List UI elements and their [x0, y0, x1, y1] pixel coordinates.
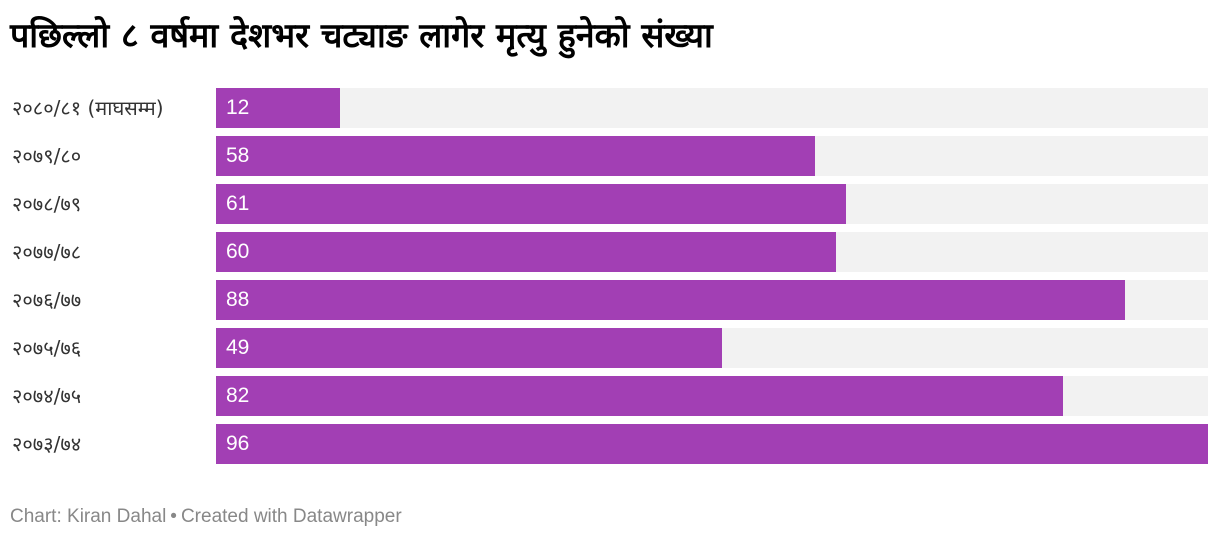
bar-track: 82	[216, 376, 1208, 416]
category-label: २०७३/७४	[12, 432, 82, 456]
bar	[216, 280, 1125, 320]
bar	[216, 184, 846, 224]
category-label: २०७५/७६	[12, 336, 82, 360]
bar-value-label: 60	[226, 240, 250, 263]
bar-track: 12	[216, 88, 1208, 128]
bar	[216, 424, 1208, 464]
bar-value-label: 49	[226, 336, 250, 359]
bar-value-label: 61	[226, 192, 250, 215]
bar	[216, 376, 1063, 416]
bar-track: 60	[216, 232, 1208, 272]
category-label: २०७६/७७	[12, 288, 82, 312]
bar	[216, 328, 722, 368]
bar-value-label: 82	[226, 384, 250, 407]
bar-value-label: 88	[226, 288, 250, 311]
category-label: २०७४/७५	[12, 384, 82, 408]
category-label: २०७७/७८	[12, 240, 82, 264]
bar	[216, 88, 340, 128]
datawrapper-credit: Created with Datawrapper	[180, 506, 402, 527]
chart-footer: Chart: Kiran Dahal • Created with Datawrap…	[10, 504, 402, 530]
bar-track: 61	[216, 184, 1208, 224]
bar-track: 49	[216, 328, 1208, 368]
bar-value-label: 12	[226, 96, 250, 119]
chart-credit: Chart: Kiran Dahal	[10, 506, 167, 527]
bar	[216, 232, 836, 272]
bar	[216, 136, 815, 176]
category-label: २०७८/७९	[12, 192, 82, 216]
bar-track: 96	[216, 424, 1208, 464]
footer-separator: •	[170, 506, 177, 527]
bar-track: 58	[216, 136, 1208, 176]
bar-value-label: 96	[226, 432, 250, 455]
category-label: २०८०/८१ (माघसम्म)	[12, 96, 164, 120]
chart-title: पछिल्लो ८ वर्षमा देशभर चट्याङ लागेर मृत्…	[10, 16, 713, 56]
category-label: २०७९/८०	[12, 144, 82, 168]
bar-track: 88	[216, 280, 1208, 320]
bar-value-label: 58	[226, 144, 250, 167]
